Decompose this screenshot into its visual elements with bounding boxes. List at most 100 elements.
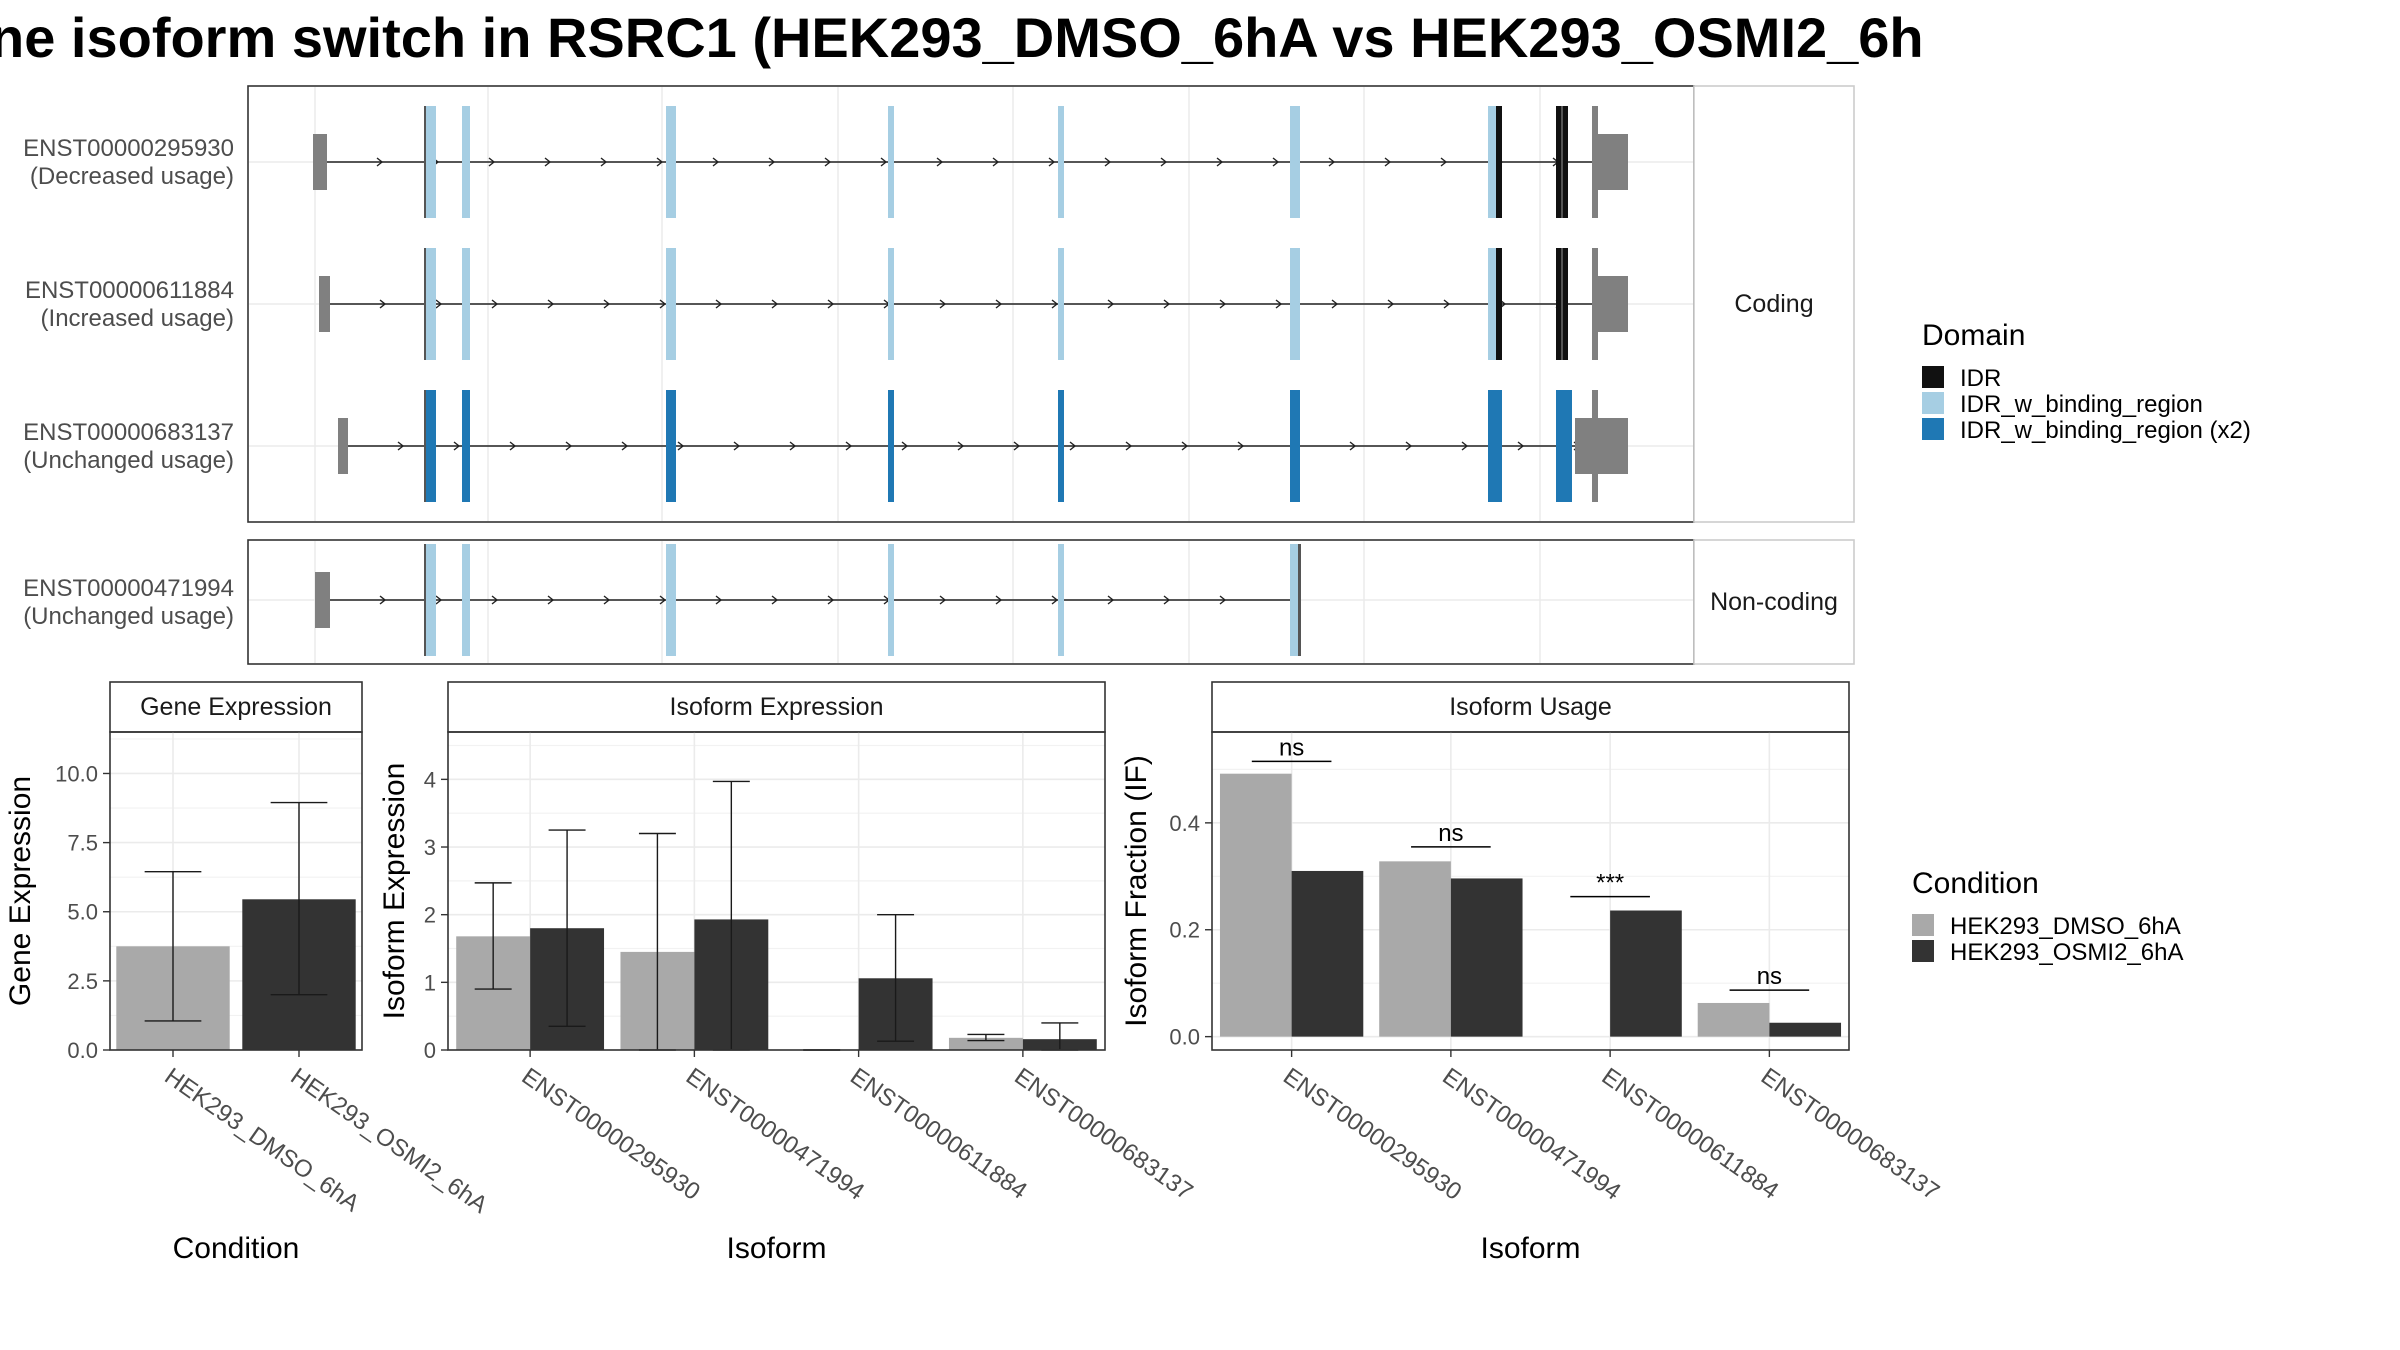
exon-domain [1290,544,1300,656]
bar [1450,878,1523,1037]
legend-key-idr-binding-x2 [1922,418,1944,440]
direction-arrow [1405,441,1413,451]
panel-strip [447,681,1106,733]
legend-label-idr: IDR [1960,365,2001,392]
condition-legend-title: Condition [1912,867,2039,900]
direction-arrow [603,595,611,605]
direction-arrow [600,157,608,167]
transcript-label-usage: (Decreased usage) [30,163,234,190]
y-tick-label: 10.0 [55,761,98,786]
exon-domain [1488,106,1496,218]
exon-domain [1496,106,1502,218]
direction-arrow [1443,299,1451,309]
exon-domain [1058,248,1064,360]
direction-arrow [824,157,832,167]
exon-edge [424,390,426,502]
direction-arrow [659,595,667,605]
y-tick-label: 7.5 [67,831,98,856]
utr-5prime [315,572,330,628]
bar [1610,910,1682,1037]
exon-domain [1488,390,1496,502]
utr-3prime [1595,134,1628,190]
direction-arrow [1125,441,1133,451]
direction-arrow [901,441,909,451]
exon-domain [888,106,894,218]
direction-arrow [488,157,496,167]
transcript-label-id: ENST00000295930 [23,135,234,162]
exon-edge [424,106,426,218]
y-tick-label: 2 [424,903,436,928]
panel-title: Isoform Usage [1449,693,1612,721]
utr-3prime [1575,418,1628,474]
direction-arrow [939,299,947,309]
panel-title: Isoform Expression [670,693,884,721]
exon-domain [1488,248,1496,360]
legend-key-dmso [1912,914,1934,936]
direction-arrow [544,157,552,167]
direction-arrow [845,441,853,451]
transcript-structure-panel: Coding Non-coding ENST00000295930 (Decre… [23,85,1855,665]
panel-border [447,731,1106,1051]
y-tick-label: 1 [424,970,436,995]
exon-edge [1561,248,1563,360]
direction-arrow [1440,157,1448,167]
direction-arrow [491,595,499,605]
exon-domain [425,544,436,656]
direction-arrow [1216,157,1224,167]
exon-domain [1290,106,1300,218]
x-axis-title: Condition [173,1232,300,1265]
direction-arrow [547,595,555,605]
x-tick-label: HEK293_OSMI2_6hA [286,1063,493,1219]
legend-key-idr [1922,366,1944,388]
significance-label: ns [1279,734,1304,761]
direction-arrow [547,299,555,309]
direction-arrow [1219,299,1227,309]
transcript-label-id: ENST00000683137 [23,419,234,446]
direction-arrow [827,299,835,309]
direction-arrow [1237,441,1245,451]
y-axis-title: Isoform Expression [378,763,411,1020]
noncoding-strip-label: Non-coding [1710,588,1838,616]
direction-arrow [1069,441,1077,451]
y-tick-label: 0.0 [67,1038,98,1063]
direction-arrow [1272,157,1280,167]
bar [1769,1022,1842,1037]
y-axis-title: Isoform Fraction (IF) [1120,755,1153,1027]
direction-arrow [771,299,779,309]
exon-edge [424,248,426,360]
y-tick-label: 0.0 [1169,1025,1200,1050]
exon-domain [666,106,676,218]
significance-label: *** [1596,870,1624,897]
direction-arrow [453,441,461,451]
coding-strip-label: Coding [1734,290,1813,318]
direction-arrow [656,157,664,167]
direction-arrow [995,299,1003,309]
direction-arrow [712,157,720,167]
direction-arrow [936,157,944,167]
bar [1697,1002,1770,1037]
panel-border [109,731,363,1051]
direction-arrow [379,595,387,605]
noncoding-strip [1693,539,1855,665]
direction-arrow [715,299,723,309]
exon-domain [1058,544,1064,656]
y-tick-label: 0.2 [1169,918,1200,943]
exon-domain [1496,390,1502,502]
isoform-usage-chart: Isoform Usage ns ns *** ns 0.0 0.2 0.4 ENST00000… [1120,681,1944,1265]
significance-label: ns [1438,820,1463,847]
direction-arrow [939,595,947,605]
x-axis-title: Isoform [726,1232,826,1265]
exon-domain [888,544,894,656]
direction-arrow [733,441,741,451]
direction-arrow [1387,299,1395,309]
y-axis-title: Gene Expression [4,776,37,1006]
panel-strip [1211,681,1850,733]
exon-domain [462,248,470,360]
legend-label-idr-binding-x2: IDR_w_binding_region (x2) [1960,417,2251,444]
exon-edge [1298,544,1301,656]
domain-legend-title: Domain [1922,319,2025,352]
exon-edge [1561,106,1563,218]
direction-arrow [1181,441,1189,451]
direction-arrow [1275,299,1283,309]
figure-title: ne isoform switch in RSRC1 (HEK293_DMSO_… [0,6,1924,69]
